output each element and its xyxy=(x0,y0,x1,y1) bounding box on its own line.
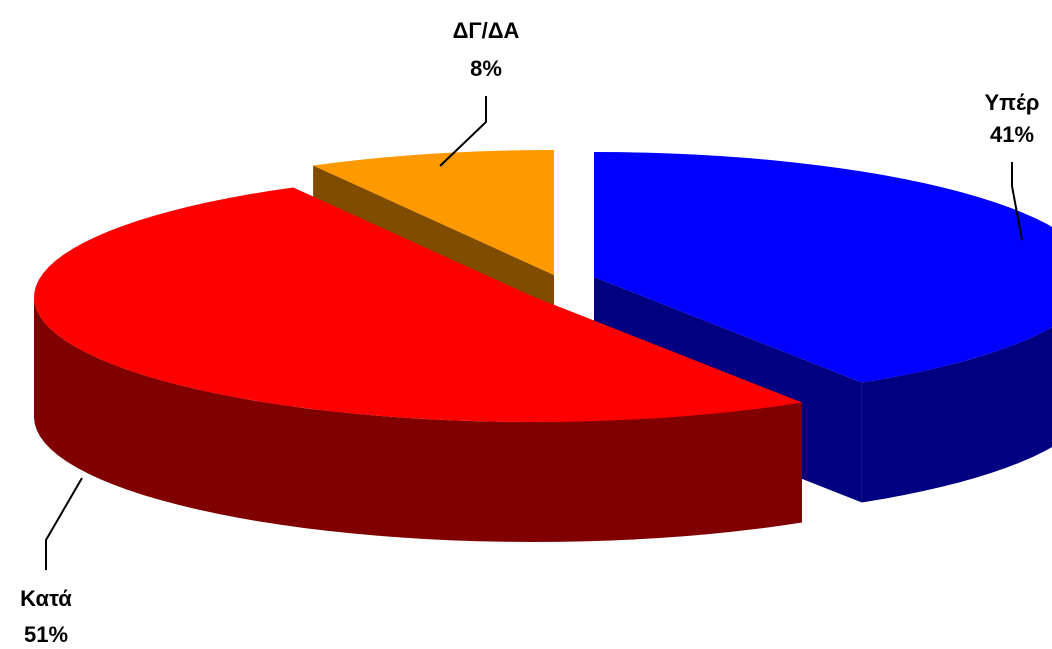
slice-value-label-0: 41% xyxy=(990,122,1034,147)
slice-outer-wall-1-0 xyxy=(34,297,802,542)
slice-value-label-2: 8% xyxy=(470,56,502,81)
slice-label-1: Κατά xyxy=(20,586,72,611)
leader-line-0 xyxy=(1011,162,1023,241)
slice-label-0: Υπέρ xyxy=(984,90,1039,115)
slice-outer-wall-0-0 xyxy=(861,327,1052,503)
slice-labels: Υπέρ 41% Κατά 51% ΔΓ/ΔΑ 8% xyxy=(20,18,1039,647)
slice-value-label-1: 51% xyxy=(24,622,68,647)
slice-label-2: ΔΓ/ΔΑ xyxy=(453,18,520,43)
leader-line-1 xyxy=(45,477,83,570)
pie-slice-1 xyxy=(34,187,802,422)
pie-slice-2 xyxy=(313,150,554,275)
pie-tops xyxy=(34,150,1052,422)
leader-lines xyxy=(45,96,1023,570)
leader-line-2 xyxy=(439,96,487,167)
pie-slice-0 xyxy=(594,152,1052,383)
